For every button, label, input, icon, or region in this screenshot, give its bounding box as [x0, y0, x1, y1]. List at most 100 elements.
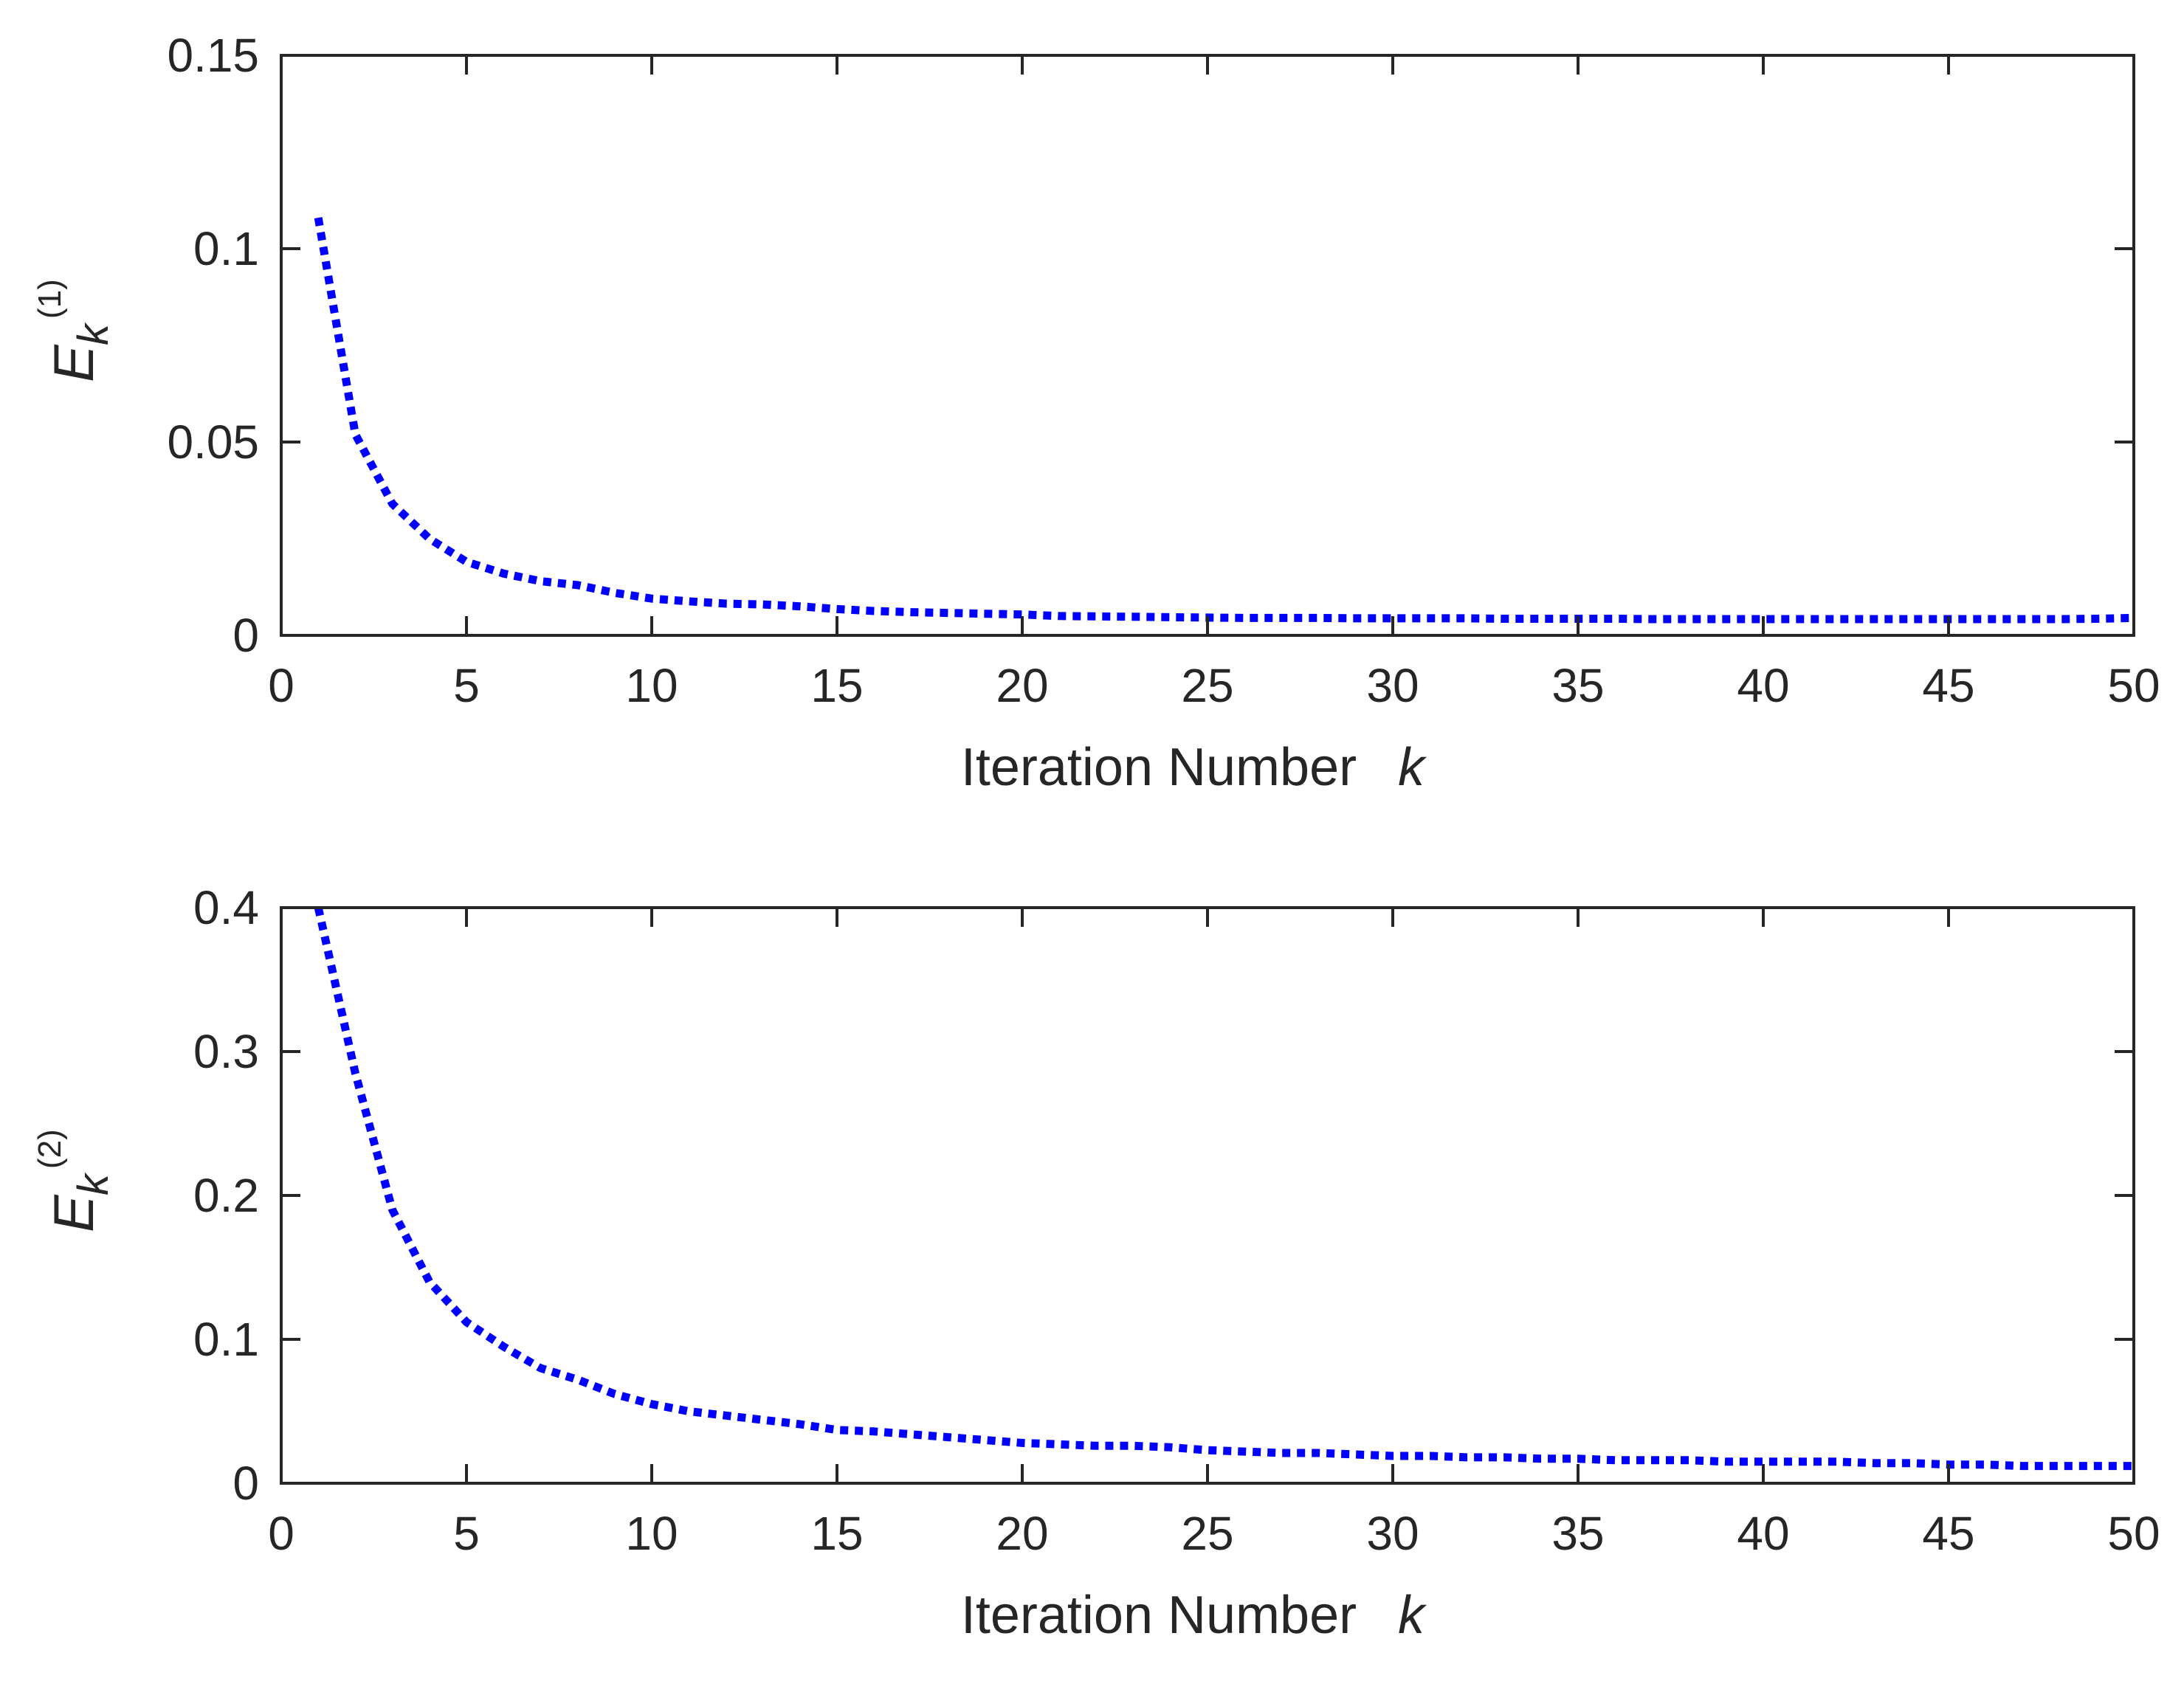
- y-axis-label-bottom: E k (2): [32, 1129, 117, 1232]
- data-point: [1059, 615, 1060, 616]
- x-tick-label: 35: [1551, 659, 1604, 712]
- data-point: [1355, 1454, 1356, 1455]
- y-tick-label: 0.1: [193, 1313, 259, 1366]
- data-point: [1540, 1458, 1541, 1459]
- x-tick-label: 5: [453, 1507, 480, 1560]
- y-tick-labels-bottom: 0 0.1 0.2 0.3 0.4: [193, 881, 259, 1510]
- data-point: [1393, 1455, 1394, 1456]
- data-point: [355, 1073, 356, 1074]
- y-tick-label: 0: [232, 1457, 259, 1510]
- axes-frame-top: [280, 54, 2135, 637]
- y-axis-label-top: E k (1): [32, 279, 117, 382]
- x-tick-label: 50: [2107, 1507, 2160, 1560]
- data-point: [911, 1434, 912, 1435]
- data-point: [837, 1429, 838, 1430]
- data-point: [1133, 616, 1134, 617]
- data-point: [2096, 618, 2097, 619]
- data-point: [762, 604, 763, 605]
- y-tick-label: 0: [232, 609, 259, 662]
- y-axis-label-superscript: (1): [32, 279, 68, 319]
- x-tick-label: 45: [1922, 659, 1974, 712]
- x-tick-label: 0: [268, 659, 294, 712]
- data-point: [1800, 618, 1801, 619]
- subplot-top: 0 5 10 15 20 25 30 35 40 45 50 0 0.05 0.1 0.15 Iterat…: [32, 29, 2160, 797]
- data-point: [1096, 616, 1097, 617]
- series-line: [314, 906, 2134, 1471]
- x-tick-label: 15: [810, 659, 863, 712]
- data-point: [1837, 1461, 1838, 1462]
- y-axis-label-symbol: E: [43, 344, 106, 382]
- x-tick-label: 25: [1181, 659, 1233, 712]
- data-point: [1503, 618, 1504, 619]
- x-tick-label: 0: [268, 1507, 294, 1560]
- y-tick-labels-top: 0 0.05 0.1 0.15: [167, 29, 259, 662]
- x-axis-label-bottom: Iteration Number k: [961, 1586, 1427, 1645]
- data-point: [540, 1368, 541, 1369]
- data-point: [392, 503, 393, 504]
- x-axis-label-top: Iteration Number k: [961, 738, 1427, 797]
- data-point: [577, 1379, 578, 1380]
- data-point: [503, 1346, 504, 1347]
- y-tick-label: 0.05: [167, 415, 259, 469]
- y-tick-label: 0.15: [167, 29, 259, 82]
- x-tick-label: 10: [625, 1507, 678, 1560]
- data-point: [874, 1431, 875, 1432]
- axes-frame-bottom: [280, 906, 2135, 1485]
- series-layer-top: [314, 217, 2135, 624]
- data-point: [1837, 618, 1838, 619]
- y-axis-label-superscript: (2): [32, 1129, 68, 1169]
- x-tick-label: 30: [1366, 1507, 1419, 1560]
- data-point: [1985, 1464, 1986, 1465]
- data-point: [1800, 1461, 1801, 1462]
- ticks-top: [280, 54, 2135, 637]
- x-tick-label: 40: [1737, 659, 1789, 712]
- y-axis-label-symbol: E: [43, 1194, 106, 1232]
- y-tick-label: 0.4: [193, 881, 259, 934]
- data-point: [762, 1420, 763, 1421]
- data-point: [1615, 618, 1616, 619]
- x-tick-label: 10: [625, 659, 678, 712]
- data-point: [1985, 618, 1986, 619]
- data-point: [1578, 1458, 1579, 1459]
- data-point: [2022, 618, 2023, 619]
- data-point: [2059, 618, 2060, 619]
- x-tick-label: 35: [1551, 1507, 1604, 1560]
- series-line: [314, 217, 2135, 624]
- x-tick-label: 20: [996, 659, 1048, 712]
- data-point: [355, 434, 356, 435]
- y-tick-label: 0.3: [193, 1025, 259, 1078]
- y-tick-label: 0.1: [193, 222, 259, 275]
- data-point: [1170, 617, 1171, 618]
- y-tick-label: 0.2: [193, 1169, 259, 1222]
- x-axis-label-variable: k: [1398, 1586, 1427, 1645]
- data-point: [392, 1209, 393, 1210]
- data-point: [799, 1424, 800, 1425]
- data-point: [1911, 618, 1912, 619]
- x-axis-label-variable: k: [1398, 738, 1427, 797]
- data-point: [1059, 1444, 1060, 1445]
- data-point: [1763, 1461, 1764, 1462]
- x-tick-label: 15: [810, 1507, 863, 1560]
- data-point: [1874, 618, 1875, 619]
- data-point: [1318, 1453, 1319, 1454]
- data-point: [799, 606, 800, 607]
- data-point: [577, 584, 578, 585]
- data-point: [1170, 1447, 1171, 1448]
- data-point: [874, 610, 875, 611]
- data-point: [503, 573, 504, 574]
- x-tick-label: 30: [1366, 659, 1419, 712]
- data-point: [429, 1282, 430, 1283]
- y-axis-label-subscript: k: [69, 322, 117, 345]
- data-point: [1281, 1453, 1282, 1454]
- x-tick-labels-top: 0 5 10 15 20 25 30 35 40 45 50: [268, 659, 2160, 712]
- data-point: [1540, 618, 1541, 619]
- x-tick-label: 50: [2107, 659, 2160, 712]
- series-layer-bottom: [314, 906, 2134, 1471]
- y-axis-label-subscript: k: [69, 1172, 117, 1195]
- x-tick-label: 40: [1737, 1507, 1789, 1560]
- x-tick-labels-bottom: 0 5 10 15 20 25 30 35 40 45 50: [268, 1507, 2160, 1560]
- x-axis-label-text: Iteration Number: [961, 1586, 1357, 1645]
- data-point: [1652, 618, 1653, 619]
- data-point: [1022, 614, 1023, 615]
